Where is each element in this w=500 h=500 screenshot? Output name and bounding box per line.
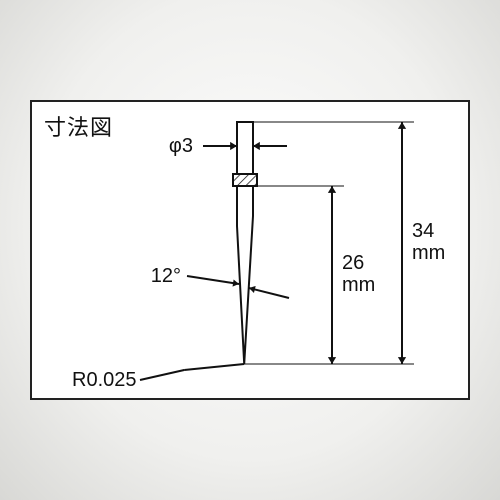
angle-label: 12°: [151, 265, 181, 287]
dimension-card: 寸法図 φ326mm34mm12°R0.025: [30, 100, 470, 400]
height-outer-value: 34: [412, 220, 434, 242]
height-inner-value: 26: [342, 252, 364, 274]
collar: [233, 174, 257, 186]
diameter-label: φ3: [169, 135, 193, 157]
height-inner-unit: mm: [342, 274, 375, 296]
height-outer-unit: mm: [412, 242, 445, 264]
dimension-diagram: φ326mm34mm12°R0.025: [32, 102, 472, 402]
radius-label: R0.025: [72, 369, 137, 391]
shaft-lower: [237, 186, 253, 364]
shaft-upper: [237, 122, 253, 174]
